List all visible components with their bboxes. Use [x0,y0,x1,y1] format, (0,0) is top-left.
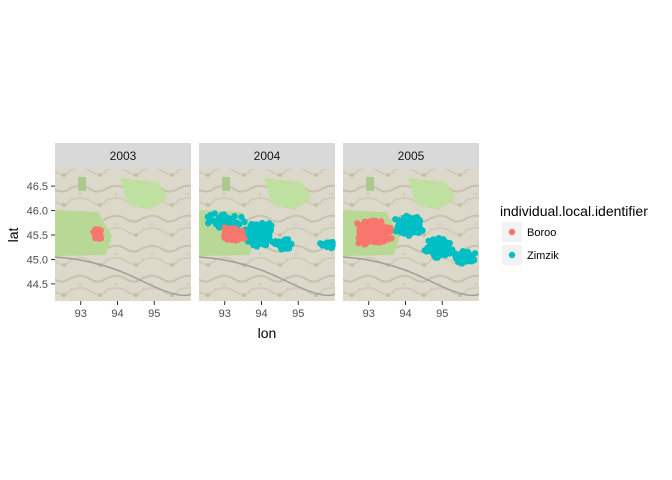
legend-label-boroo: Boroo [527,227,556,239]
point-boroo [382,224,390,231]
y-tick-label: 44.5 [27,279,48,291]
x-tick-label: 93 [363,308,375,320]
point-zimzik [275,238,282,245]
facet-strip-2003 [55,143,191,169]
point-zimzik [238,213,245,221]
y-tick-label: 46.0 [27,206,48,218]
point-boroo [222,225,230,232]
legend-item-boroo: Boroo [502,222,556,242]
point-zimzik [431,244,438,251]
point-zimzik [260,231,268,239]
legend-label-zimzik: Zimzik [527,250,559,262]
points-layer [90,210,479,267]
x-tick-label: 94 [111,308,123,320]
point-boroo [373,221,381,228]
legend: individual.local.identifier Boroo Zimzik [500,203,648,265]
x-tick-label: 93 [75,308,87,320]
point-zimzik [419,227,426,234]
point-zimzik [264,223,271,230]
facet-label-2005: 2005 [398,149,425,163]
point-zimzik [211,210,218,217]
point-zimzik [285,240,292,248]
point-zimzik [226,219,233,226]
point-zimzik [257,239,264,247]
point-zimzik [454,258,462,266]
point-boroo [95,235,103,242]
point-zimzik [432,254,439,261]
points-facet-2005 [354,212,479,267]
point-zimzik [246,230,254,237]
x-tick-label: 93 [219,308,231,320]
x-tick-label: 95 [292,308,304,320]
point-zimzik [253,234,260,241]
points-facet-2003 [90,226,105,242]
point-boroo [373,230,381,238]
legend-key-boroo [508,228,516,236]
point-zimzik [231,213,238,220]
point-zimzik [404,224,411,231]
x-axis: 93 94 95 93 94 95 93 94 95 [75,301,448,320]
point-zimzik [207,217,214,224]
facet-strips: 2003 2004 2005 [55,143,479,169]
facet-strip-2005 [343,143,479,169]
point-boroo [357,227,365,235]
point-zimzik [397,229,405,236]
legend-key-zimzik [508,251,516,259]
facet-label-2004: 2004 [254,149,281,163]
legend-item-zimzik: Zimzik [502,245,559,265]
point-zimzik [259,219,266,227]
point-zimzik [326,241,333,248]
point-zimzik [216,221,223,228]
map-panels [54,169,480,301]
points-facet-2004 [204,210,336,253]
map-tile-2003 [54,169,192,301]
x-axis-title: lon [258,325,277,341]
point-zimzik [434,238,441,245]
point-boroo [241,235,248,242]
facet-strip-2004 [199,143,335,169]
point-zimzik [421,247,428,254]
point-boroo [362,219,369,226]
x-tick-label: 95 [436,308,448,320]
point-zimzik [409,225,417,233]
point-zimzik [442,240,449,247]
point-boroo [379,228,386,236]
x-tick-label: 94 [255,308,267,320]
y-axis: 44.5 45.0 45.5 46.0 46.5 [27,181,55,291]
point-zimzik [317,240,324,247]
x-tick-label: 94 [399,308,411,320]
point-zimzik [416,217,424,225]
point-zimzik [469,253,476,260]
legend-title: individual.local.identifier [500,203,648,219]
point-boroo [364,237,371,245]
x-tick-label: 95 [148,308,160,320]
point-zimzik [438,246,445,253]
point-zimzik [232,219,240,226]
y-tick-label: 45.0 [27,254,48,266]
point-boroo [228,230,235,237]
facet-label-2003: 2003 [110,149,137,163]
point-boroo [388,235,395,242]
y-tick-label: 46.5 [27,181,48,193]
point-zimzik [217,215,224,222]
point-boroo [96,226,103,233]
point-boroo [366,229,374,236]
y-axis-title: lat [5,228,21,243]
y-tick-label: 45.5 [27,230,48,242]
point-zimzik [395,221,402,229]
point-boroo [371,235,379,243]
point-zimzik [459,252,466,260]
point-zimzik [241,218,248,225]
